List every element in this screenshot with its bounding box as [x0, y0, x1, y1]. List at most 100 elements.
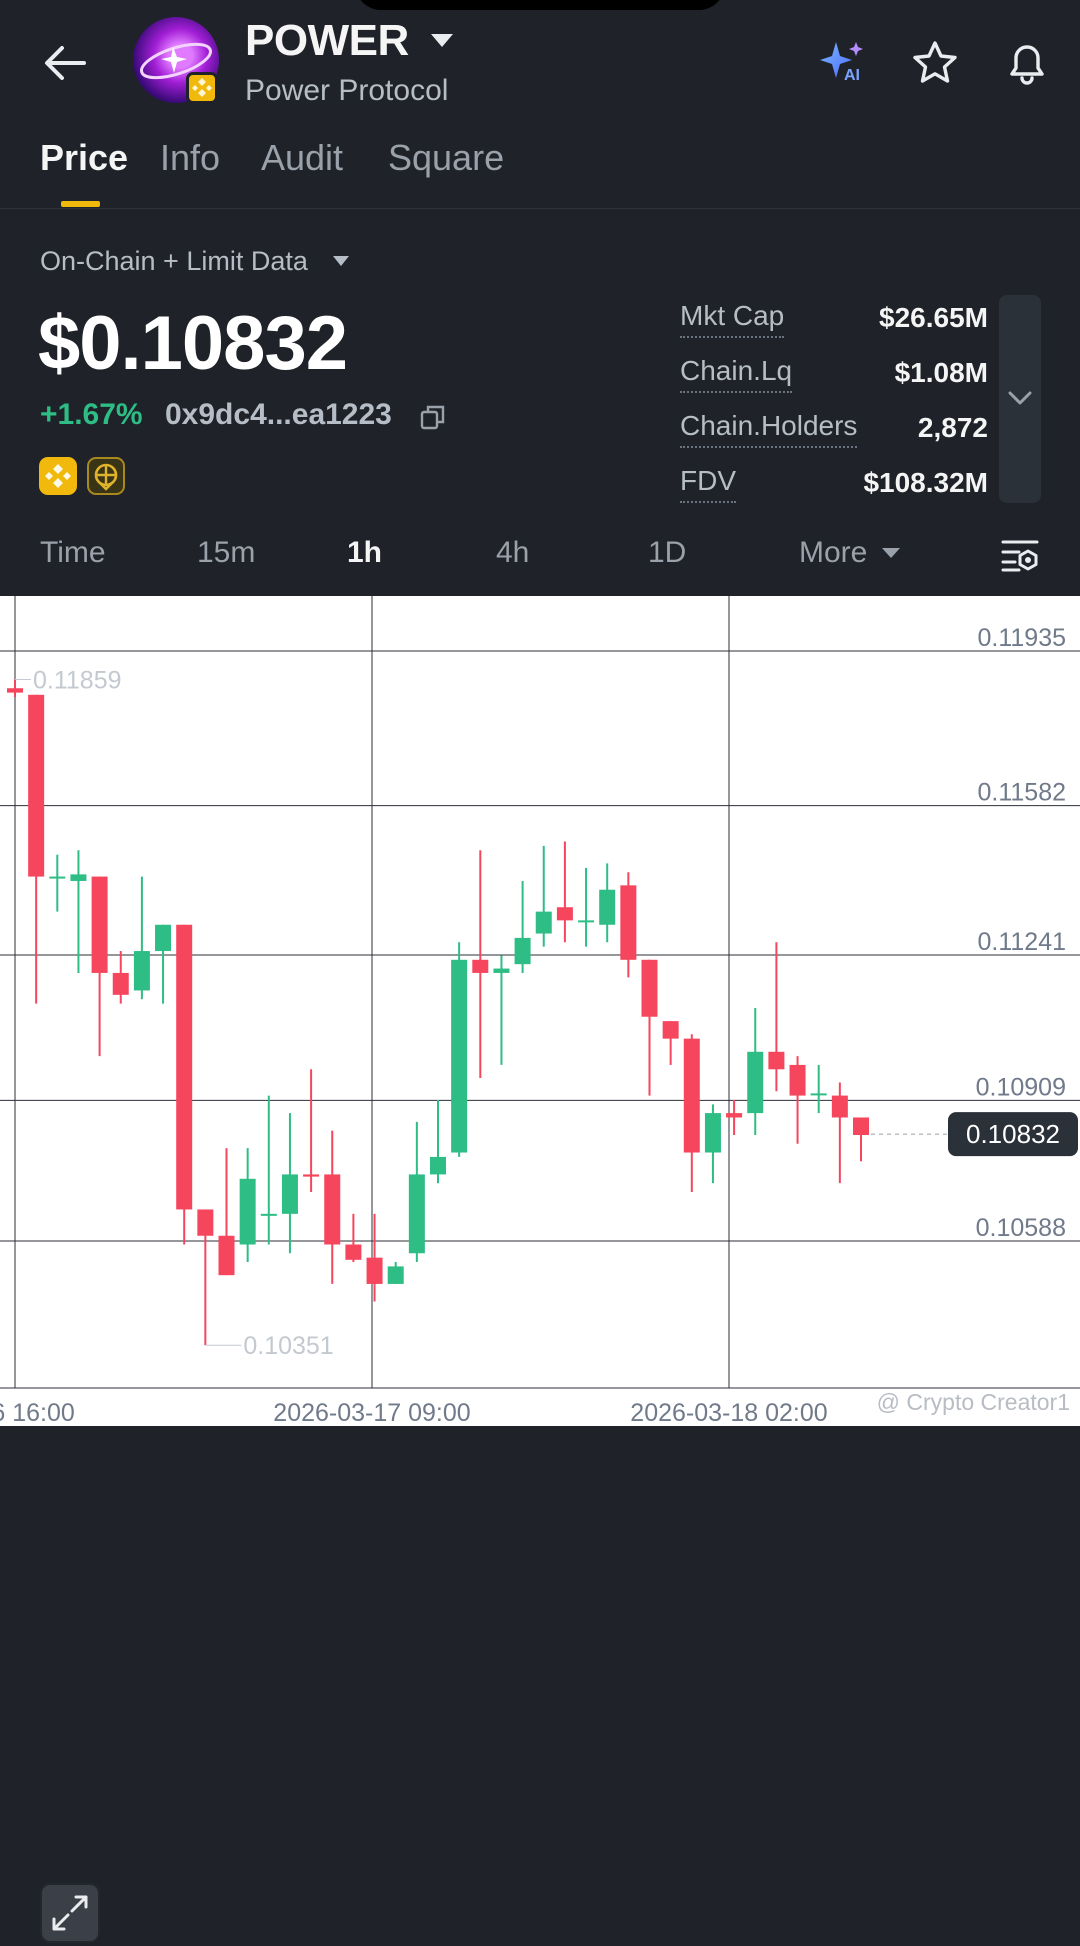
tab-info[interactable]: Info	[160, 137, 221, 178]
stats-expand-button[interactable]	[999, 295, 1041, 503]
price-chart[interactable]: 0.11935 0.11582 0.11241 0.10909 0.10588 3-16 …	[0, 596, 1080, 1943]
fullscreen-button[interactable]	[40, 1883, 100, 1943]
x-axis-tick-label: 2026-03-18 02:00	[630, 1399, 827, 1426]
interval-1h[interactable]: 1h	[347, 536, 383, 569]
stat-value-mkt-cap: $26.65M	[879, 302, 988, 333]
token-symbol[interactable]: POWER	[245, 16, 409, 65]
candle-body	[155, 924, 172, 952]
tab-audit[interactable]: Audit	[261, 137, 344, 178]
candle-body	[70, 874, 87, 881]
high-price-label: 0.11859	[33, 666, 122, 694]
candle-body	[704, 1113, 721, 1153]
interval-time[interactable]: Time	[40, 536, 106, 569]
expand-icon	[52, 1895, 88, 1931]
interval-1d[interactable]: 1D	[648, 536, 687, 569]
token-switch-caret-icon[interactable]	[428, 30, 456, 50]
stat-label-chain-lq[interactable]: Chain.Lq	[680, 355, 793, 393]
tab-price[interactable]: Price	[40, 137, 129, 178]
candlestick-chart[interactable]: 0.11935 0.11582 0.11241 0.10909 0.10588 3-16 …	[0, 596, 1080, 1427]
candle-body	[831, 1095, 848, 1118]
stat-value-fdv: $108.32M	[863, 467, 988, 498]
star-icon[interactable]	[910, 38, 960, 88]
x-axis-tick-label: 2026-03-17 09:00	[273, 1399, 470, 1426]
candle-body	[49, 876, 66, 879]
bnb-chain-icon[interactable]	[39, 457, 77, 495]
candle-body	[218, 1235, 235, 1276]
interval-more[interactable]: More	[799, 536, 868, 569]
data-source-caret-icon[interactable]	[331, 254, 351, 268]
back-arrow-icon[interactable]	[38, 36, 92, 90]
bell-icon[interactable]	[1002, 38, 1052, 88]
candle-body	[260, 1213, 277, 1216]
candle-body	[324, 1174, 341, 1245]
candle-body	[578, 920, 595, 923]
y-axis-tick-label: 0.11241	[977, 928, 1066, 956]
candle-body	[112, 972, 129, 995]
candle-body	[7, 688, 23, 693]
current-price: $0.10832	[38, 301, 348, 386]
y-axis-tick-label: 0.11582	[977, 779, 1066, 807]
last-price-tag	[948, 1112, 1078, 1157]
price-change: +1.67%	[40, 398, 143, 431]
contract-address[interactable]: 0x9dc4...ea1223	[165, 398, 392, 431]
candle-body	[28, 694, 45, 877]
stat-label-chain-holders[interactable]: Chain.Holders	[680, 410, 858, 448]
chevron-down-icon	[1008, 391, 1032, 405]
candle-body	[620, 885, 637, 960]
active-tab-indicator	[61, 201, 100, 207]
ai-badge-text: AI	[844, 67, 860, 84]
candle-body	[683, 1038, 700, 1153]
candle-body	[810, 1093, 827, 1096]
copy-icon[interactable]	[419, 403, 447, 431]
y-axis-tick-label: 0.10909	[976, 1073, 1066, 1101]
low-price-label: 0.10351	[243, 1332, 333, 1360]
chart-settings-icon[interactable]	[999, 534, 1041, 576]
candle-body	[430, 1156, 446, 1175]
candle-body	[747, 1051, 764, 1114]
candle-body	[556, 907, 573, 921]
candle-body	[662, 1021, 679, 1039]
candle-body	[366, 1257, 383, 1284]
candle-body	[768, 1051, 785, 1070]
page-tabs: Price Info Audit Square	[0, 130, 1080, 209]
candle-body	[281, 1174, 298, 1214]
data-source-select[interactable]: On-Chain + Limit Data	[40, 246, 308, 276]
candle-body	[197, 1209, 214, 1236]
candle-body	[408, 1174, 425, 1254]
candle-body	[472, 959, 489, 973]
candle-body	[176, 924, 193, 1210]
interval-bar: Time 15m 1h 4h 1D More	[0, 520, 1080, 594]
bnb-chain-badge-icon	[186, 72, 218, 104]
candle-body	[514, 937, 531, 965]
camera-notch	[355, 0, 725, 10]
candle-body	[91, 876, 108, 973]
last-price-label: 0.10832	[966, 1119, 1060, 1149]
stat-value-chain-holders: 2,872	[917, 412, 988, 443]
y-axis-tick-label: 0.11935	[977, 624, 1066, 652]
y-axis-tick-label: 0.10588	[976, 1214, 1066, 1242]
candle-body	[789, 1064, 806, 1096]
interval-15m[interactable]: 15m	[197, 536, 256, 569]
candle-body	[493, 968, 510, 973]
candle-body	[239, 1178, 256, 1245]
candle-body	[451, 959, 468, 1153]
tab-square[interactable]: Square	[388, 137, 505, 178]
candle-body	[303, 1174, 320, 1177]
pancakeswap-icon[interactable]	[87, 457, 125, 495]
token-header: POWER Power Protocol AI	[0, 0, 1080, 120]
interval-4h[interactable]: 4h	[496, 536, 530, 569]
stat-value-chain-lq: $1.08M	[894, 357, 988, 388]
stat-label-fdv[interactable]: FDV	[680, 465, 736, 503]
token-name: Power Protocol	[245, 74, 449, 107]
x-axis-tick-label: 3-16 16:00	[0, 1399, 75, 1426]
candle-body	[853, 1117, 869, 1136]
more-caret-icon[interactable]	[880, 546, 902, 560]
candle-body	[641, 959, 658, 1017]
candle-body	[535, 911, 552, 934]
candle-body	[345, 1244, 362, 1260]
candle-body	[387, 1266, 404, 1284]
stat-label-mkt-cap[interactable]: Mkt Cap	[680, 300, 785, 338]
planet-icon	[140, 42, 212, 80]
candle-body	[133, 951, 150, 991]
ai-sparkle-icon[interactable]: AI	[818, 38, 868, 88]
